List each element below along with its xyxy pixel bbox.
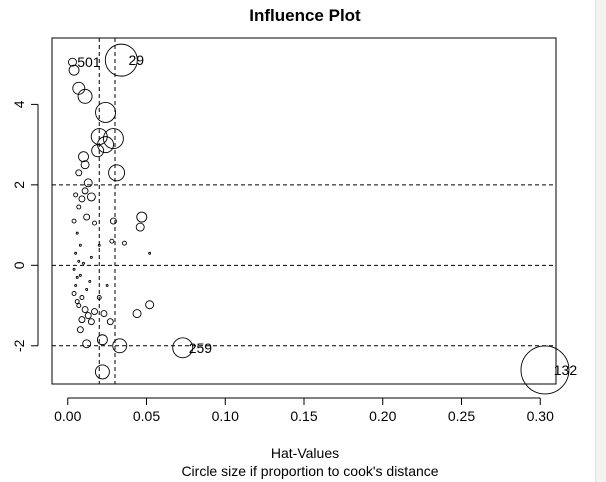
point-2 [520,345,570,395]
x-axis: 0.00 0.05 0.10 0.15 0.20 0.25 0.30 [54,397,554,424]
point-40 [82,261,85,265]
reference-lines [52,38,556,384]
point-1 [68,57,77,67]
point-44 [89,255,93,259]
x-tick-label-5: 0.25 [448,408,475,424]
point-39 [78,273,82,277]
point-49 [84,312,92,320]
point-31 [148,251,152,255]
point-label-501: 501 [77,54,101,70]
plot-frame [51,37,557,385]
y-tick-label-2: 2 [11,181,27,189]
point-45 [71,291,77,296]
point-label-259: 259 [189,340,213,356]
point-43 [88,279,92,283]
point-51 [78,316,86,324]
y-axis: -2 0 2 4 [11,100,39,352]
point-13 [108,164,126,182]
x-tick-label-1: 0.05 [133,408,160,424]
point-19 [78,195,86,203]
point-16 [83,178,93,188]
point-48 [81,306,89,314]
point-42 [79,295,85,300]
point-36 [72,267,76,271]
x-tick-label-2: 0.10 [212,408,239,424]
point-55 [106,318,114,326]
point-label-132: 132 [554,362,578,378]
x-axis-label: Hat-Values [271,445,339,461]
point-6 [77,88,93,104]
point-63 [94,364,110,380]
point-7 [95,101,117,123]
point-58 [132,309,142,319]
x-tick-label-6: 0.30 [527,408,554,424]
point-18 [86,192,96,202]
point-0 [104,43,138,77]
point-26 [135,222,145,232]
point-28 [121,240,127,246]
point-52 [87,318,95,326]
point-30 [97,243,101,247]
point-10 [102,128,124,150]
point-4 [68,64,80,76]
point-53 [76,326,84,334]
point-62 [112,338,128,354]
point-46 [74,299,80,304]
point-21 [76,204,82,210]
point-20 [73,192,79,198]
point-61 [96,334,108,346]
point-32 [75,231,79,235]
point-54 [100,310,108,318]
point-labels: 29 501 132 259 [77,52,577,378]
point-60 [82,339,92,349]
y-tick-label-3: 4 [11,100,27,108]
point-37 [75,275,79,279]
point-33 [78,243,82,247]
y-tick-label-0: -2 [11,339,27,352]
point-56 [96,295,102,300]
point-50 [91,308,98,316]
point-34 [74,251,78,255]
point-12 [78,151,89,163]
y-tick-label-1: 0 [11,261,27,269]
point-23 [92,220,97,226]
x-tick-label-4: 0.20 [369,408,396,424]
point-35 [77,259,81,263]
data-points [68,43,570,395]
x-tick-label-0: 0.00 [54,408,81,424]
point-27 [109,217,117,225]
point-25 [136,211,148,223]
vertical-scrollbar[interactable] [595,0,606,482]
point-47 [76,303,82,308]
point-38 [74,283,78,287]
point-17 [81,187,89,195]
point-29 [109,238,115,244]
point-22 [83,213,91,221]
point-14 [80,160,90,170]
point-3 [172,337,194,359]
chart-title: Influence Plot [249,6,361,25]
point-24 [71,218,77,224]
x-axis-sublabel: Circle size if proportion to cook's dist… [181,463,438,479]
point-41 [85,288,89,291]
x-tick-label-3: 0.15 [290,408,317,424]
point-11 [91,144,105,158]
point-15 [75,169,83,177]
point-57 [105,283,109,287]
point-label-29: 29 [129,52,145,68]
point-59 [145,300,155,310]
